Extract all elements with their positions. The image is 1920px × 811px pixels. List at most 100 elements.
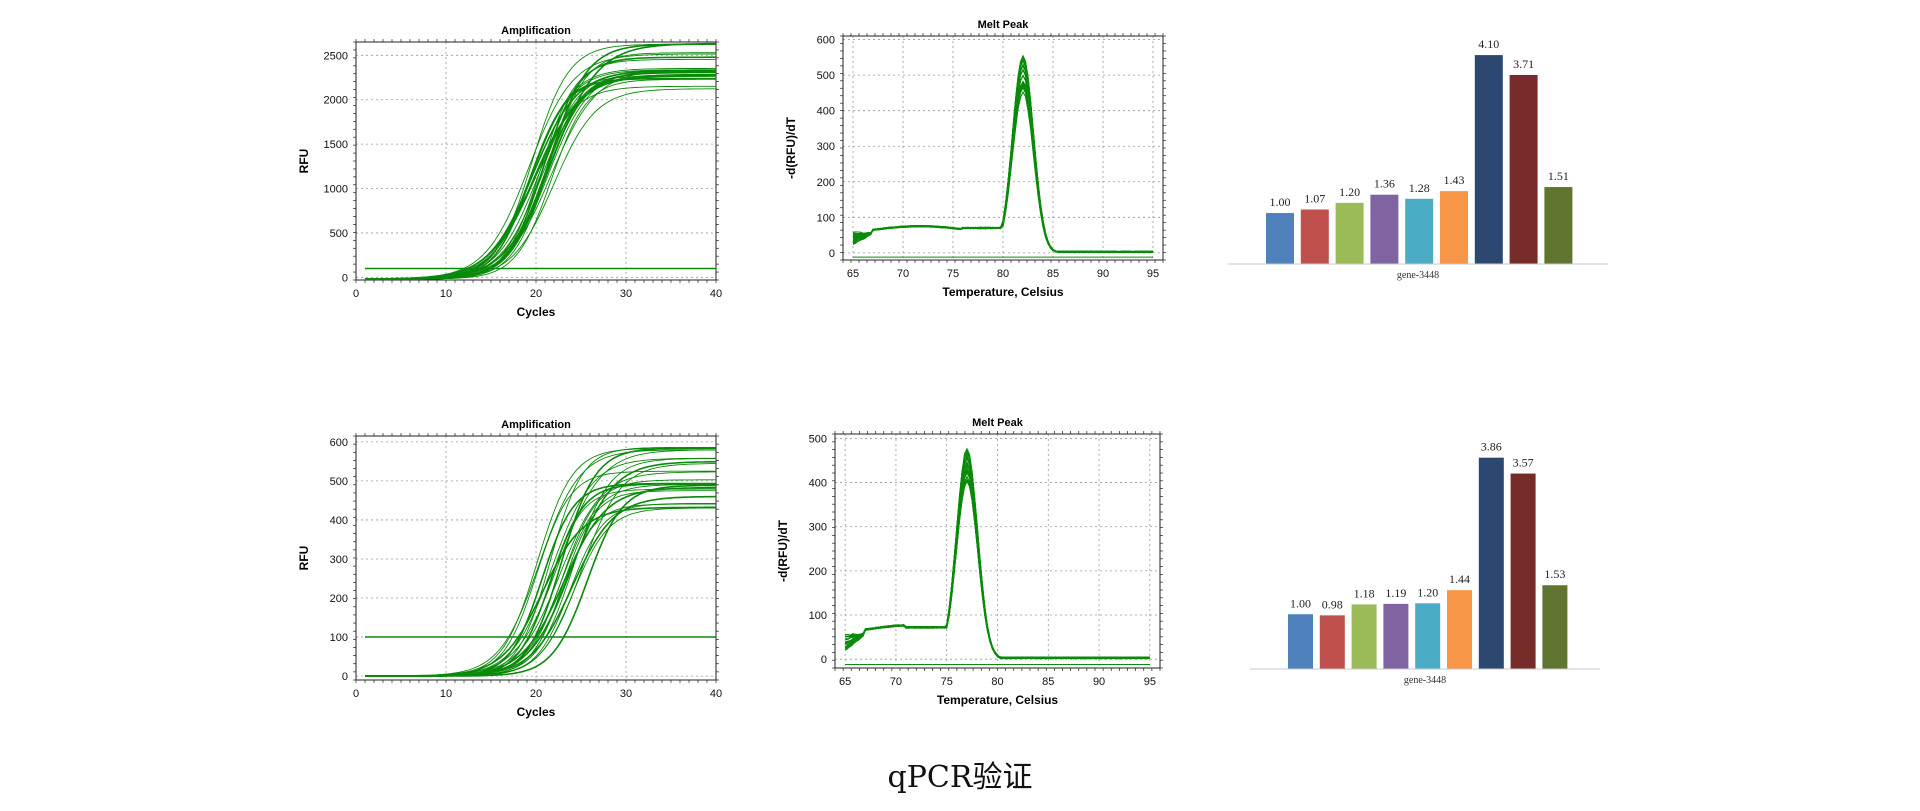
bar-bottom-bar-value-label: 1.19 [1385,586,1406,600]
amp-bottom-curve [365,502,716,677]
melt-top-x-tick-label: 75 [947,268,959,280]
bar-top-bar [1544,187,1573,264]
bar-top-bar [1474,55,1503,264]
figure-caption: qPCR验证 [887,760,1033,795]
amp-top-curve [365,73,716,280]
melt-top-y-axis-label: -d(RFU)/dT [784,116,798,179]
amp-bottom-x-tick-label: 40 [710,688,722,700]
melt-top-y-tick-label: 100 [817,212,835,224]
amp-bottom-title: Amplification [501,419,571,431]
bar-top-bar-value-label: 1.51 [1548,169,1569,183]
amp-top-curve [365,78,716,280]
amp-top-curve [365,75,716,280]
amp-bottom-curve [365,449,716,677]
melt-bottom-y-tick-label: 0 [821,654,827,666]
amp-bottom-x-tick-label: 20 [530,688,542,700]
bar-bottom-bar-value-label: 3.57 [1513,456,1534,470]
melt-bottom-curve [845,456,1150,660]
bar-bottom-bar [1288,614,1313,669]
melt-bottom-x-tick-label: 75 [941,676,953,688]
bar-top-bar-value-label: 1.07 [1304,191,1325,205]
amp-top-y-tick-label: 500 [330,228,348,240]
melt-bottom-y-tick-label: 100 [809,610,827,622]
melt-bottom-x-tick-label: 70 [890,676,902,688]
amp-top-y-tick-label: 1500 [324,139,348,151]
amp-bottom-curve [365,484,716,677]
melt-bottom-x-tick-label: 85 [1042,676,1054,688]
amp-bottom-y-tick-label: 400 [330,515,348,527]
amp-bottom-curve [365,458,716,677]
amp-top-x-tick-label: 40 [710,288,722,300]
bar-bottom-bar [1447,590,1472,669]
amp-bottom-y-tick-label: 100 [330,632,348,644]
melt-bottom-y-tick-label: 500 [809,433,827,445]
bar-top-bar-value-label: 1.28 [1409,181,1430,195]
melt-peak-chart-top: Melt Peak 65 70 75 80 85 90 95 0 100 200 300 400 500 6… [778,12,1198,302]
amp-bottom-curve [365,503,716,677]
amp-top-x-axis-label: Cycles [517,305,556,319]
melt-top-curve [852,64,1154,254]
amplification-chart-bottom: Amplification 0 10 20 30 40 0 100 200 300 400 500 60… [290,410,760,720]
amp-bottom-y-tick-label: 300 [330,554,348,566]
amp-bottom-y-tick-label: 0 [342,671,348,683]
bar-top-x-axis-label: gene-3448 [1397,270,1439,281]
amp-bottom-y-tick-label: 600 [330,437,348,449]
amp-bottom-y-tick-label: 200 [330,593,348,605]
amp-top-y-axis-label: RFU [297,149,311,174]
amp-bottom-y-axis-label: RFU [297,546,311,571]
amplification-plot-top: Amplification 0 10 20 30 40 0 500 1000 1500 2000 25… [297,25,722,319]
amp-bottom-curve [365,482,716,677]
melt-top-y-tick-label: 0 [829,248,835,260]
amp-top-y-tick-label: 2000 [324,95,348,107]
melt-top-x-tick-label: 65 [847,268,859,280]
bar-bottom-bar-value-label: 1.20 [1417,585,1438,599]
melt-bottom-curve [845,456,1150,660]
bar-bottom-bar-value-label: 1.53 [1544,567,1565,581]
bar-top-bar-value-label: 1.20 [1339,185,1360,199]
melt-top-y-tick-label: 600 [817,35,835,47]
bar-top-bar-value-label: 3.71 [1513,57,1534,71]
amp-top-y-tick-label: 0 [342,272,348,284]
melt-top-title: Melt Peak [978,19,1030,31]
melt-top-x-tick-label: 70 [897,268,909,280]
amp-bottom-y-tick-label: 500 [330,476,348,488]
bar-chart-bottom: 1.00 0.98 1.18 1.19 1.20 1.44 3.86 3.57 1.53 gene… [1250,440,1630,690]
amp-top-y-tick-label: 2500 [324,50,348,62]
bar-top-bar [1405,198,1434,264]
melt-bottom-y-tick-label: 200 [809,566,827,578]
melt-bottom-y-tick-label: 300 [809,522,827,534]
amp-top-x-tick-label: 30 [620,288,632,300]
bar-bottom-x-axis-label: gene-3448 [1404,675,1446,686]
bar-bottom-bar [1319,615,1345,669]
bar-bottom-bar [1415,603,1441,669]
amp-bottom-x-tick-label: 10 [440,688,452,700]
bar-bottom-bar-value-label: 0.98 [1322,597,1343,611]
bar-bottom-bar [1383,603,1409,669]
bar-bottom-bar [1478,457,1504,669]
melt-top-y-tick-label: 400 [817,106,835,118]
melt-top-x-tick-label: 95 [1147,268,1159,280]
amp-top-x-tick-label: 10 [440,288,452,300]
bar-bottom-bar [1351,604,1377,669]
amp-top-curve [365,53,716,280]
melt-bottom-x-tick-label: 80 [991,676,1003,688]
bar-chart-top: 1.00 1.07 1.20 1.36 1.28 1.43 4.10 3.71 1.51 gene… [1228,37,1618,290]
bar-top-bar [1509,74,1538,264]
melt-bottom-curve [845,455,1150,660]
amp-top-curve [364,85,716,280]
expression-bar-plot-top: 1.00 1.07 1.20 1.36 1.28 1.43 4.10 3.71 1.51 gene… [1228,37,1608,281]
amp-top-y-tick-label: 1000 [324,184,348,196]
expression-bar-plot-bottom: 1.00 0.98 1.18 1.19 1.20 1.44 3.86 3.57 1.53 gene… [1250,440,1600,686]
bar-top-bar [1300,209,1329,264]
amp-top-x-tick-label: 20 [530,288,542,300]
bar-bottom-bar [1510,473,1536,669]
amp-top-x-tick-label: 0 [353,288,359,300]
bar-bottom-bar-value-label: 1.18 [1354,586,1375,600]
melt-bottom-title: Melt Peak [972,417,1024,429]
melt-top-y-tick-label: 500 [817,70,835,82]
amp-bottom-x-axis-label: Cycles [517,705,556,719]
amp-bottom-curve [365,484,716,677]
amp-bottom-curve [365,495,717,677]
bar-top-bar-value-label: 1.43 [1444,173,1465,187]
